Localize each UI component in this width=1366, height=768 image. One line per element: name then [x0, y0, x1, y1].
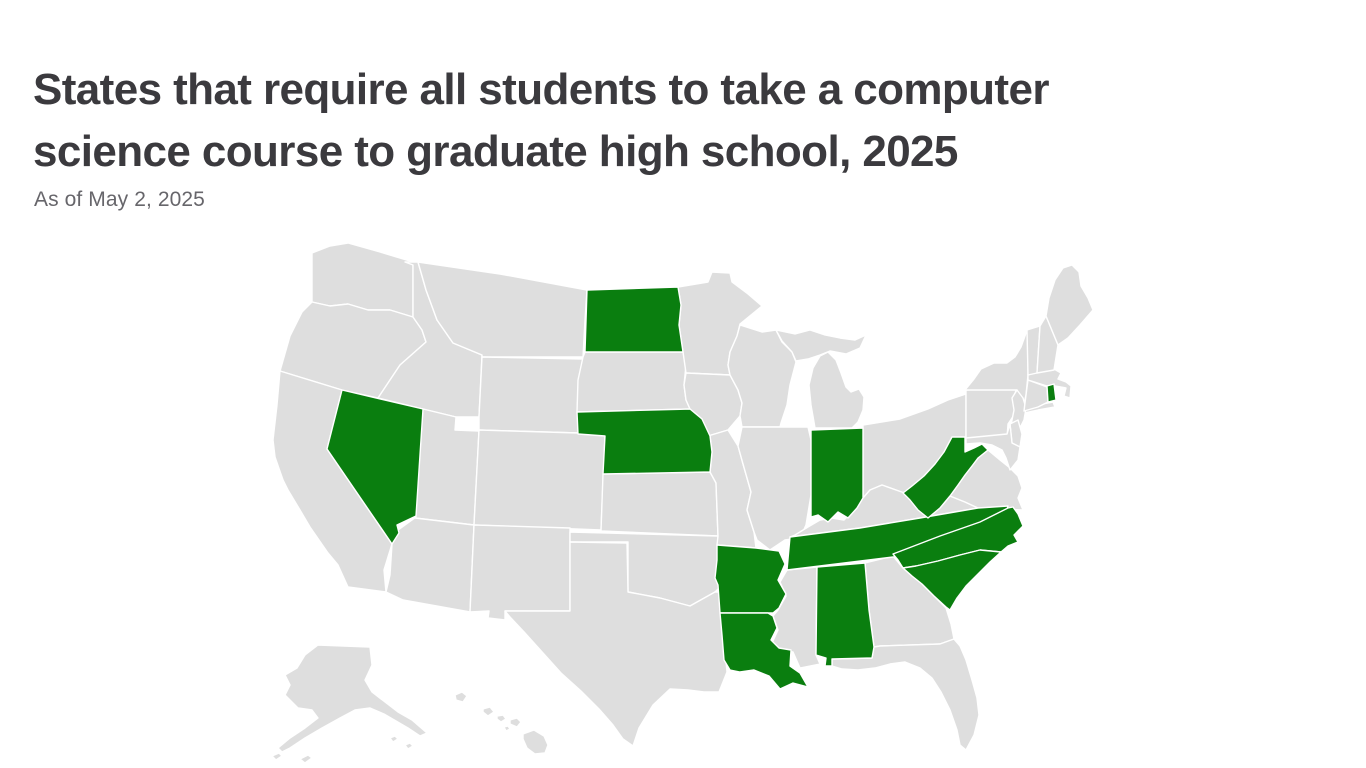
- state-wy[interactable]: [478, 356, 584, 434]
- state-co[interactable]: [473, 429, 606, 531]
- state-sc[interactable]: [902, 549, 1002, 611]
- state-la[interactable]: [719, 612, 809, 690]
- page-title-line1: States that require all students to take…: [33, 65, 1049, 115]
- state-ar[interactable]: [714, 544, 787, 614]
- page-title-line2: science course to graduate high school, …: [33, 127, 958, 177]
- state-nm[interactable]: [469, 524, 571, 621]
- state-ne[interactable]: [576, 408, 713, 475]
- us-map-svg: [271, 242, 1094, 764]
- state-ut[interactable]: [414, 408, 480, 526]
- state-nv[interactable]: [326, 389, 424, 545]
- state-me[interactable]: [1045, 264, 1094, 346]
- state-tx[interactable]: [504, 541, 728, 747]
- state-ri[interactable]: [1046, 383, 1057, 403]
- state-al[interactable]: [815, 562, 875, 667]
- state-hi[interactable]: [454, 691, 549, 755]
- state-sd[interactable]: [576, 351, 691, 413]
- state-md[interactable]: [965, 423, 1021, 471]
- state-in[interactable]: [810, 427, 864, 523]
- us-choropleth-map: [260, 240, 1100, 768]
- state-ak[interactable]: [271, 644, 428, 764]
- state-nh[interactable]: [1036, 315, 1059, 374]
- state-nd[interactable]: [584, 286, 684, 353]
- state-ks[interactable]: [600, 471, 719, 537]
- state-fl[interactable]: [831, 638, 980, 751]
- as-of-date: As of May 2, 2025: [34, 188, 205, 211]
- state-wv[interactable]: [902, 436, 989, 519]
- page-title: States that require all students to take…: [33, 59, 1313, 183]
- state-mi[interactable]: [775, 329, 867, 429]
